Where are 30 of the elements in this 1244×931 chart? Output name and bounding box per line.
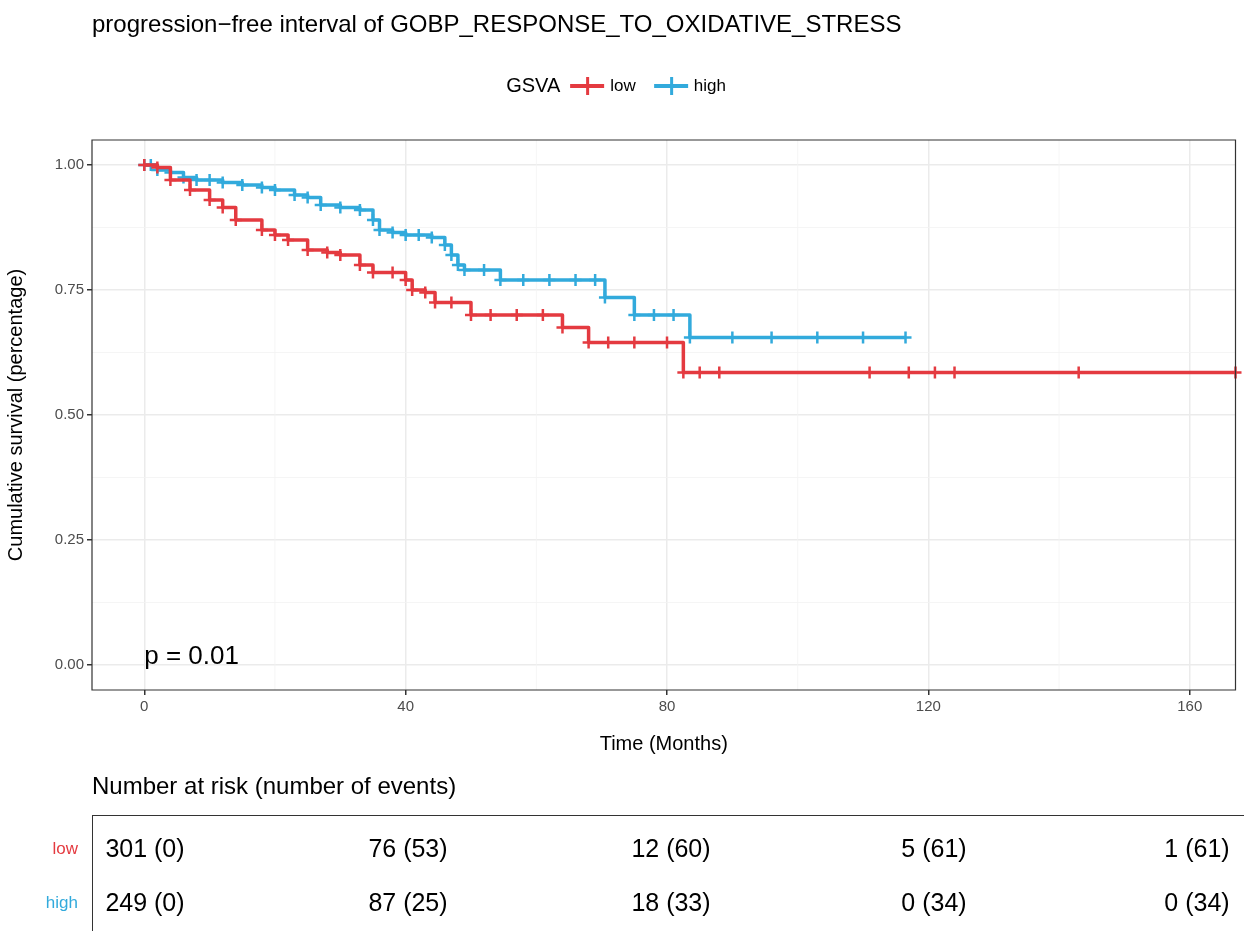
text: 0 (34)	[1164, 888, 1230, 916]
legend-title: GSVA	[506, 74, 561, 97]
category-label: low	[52, 839, 78, 858]
y-tick-label: 0.50	[54, 405, 84, 423]
y-tick-label: 0.00	[54, 655, 84, 673]
text: 18 (33)	[631, 888, 711, 916]
y-tick-label: 0.75	[54, 280, 84, 298]
text: 249 (0)	[105, 888, 185, 916]
annotation: p = 0.01	[144, 640, 239, 671]
text: 76 (53)	[368, 834, 448, 862]
legend-label: high	[693, 75, 726, 96]
y-axis-title: Cumulative survival (percentage)	[3, 268, 26, 562]
text: 301 (0)	[105, 834, 185, 862]
text: 87 (25)	[368, 888, 448, 916]
text: 12 (60)	[631, 834, 711, 862]
legend-label: low	[610, 75, 636, 96]
y-tick-label: 0.25	[54, 530, 84, 548]
x-tick-label: 80	[658, 697, 676, 715]
category-label: high	[45, 893, 78, 912]
x-tick-label: 160	[1177, 697, 1203, 715]
x-tick-label: 40	[397, 697, 414, 715]
text: 5 (61)	[901, 834, 967, 862]
chart-title: progression−free interval of GOBP_RESPONSE_TO_OXIDATIVE_STRESS	[92, 10, 902, 38]
text: 1 (61)	[1164, 834, 1230, 862]
text: 0 (34)	[901, 888, 967, 916]
y-tick-label: 1.00	[54, 155, 84, 173]
x-tick-label: 0	[140, 697, 149, 715]
x-axis-title: Time (Months)	[599, 731, 728, 754]
x-tick-label: 120	[915, 697, 941, 715]
text: Number at risk (number of events)	[92, 772, 457, 800]
